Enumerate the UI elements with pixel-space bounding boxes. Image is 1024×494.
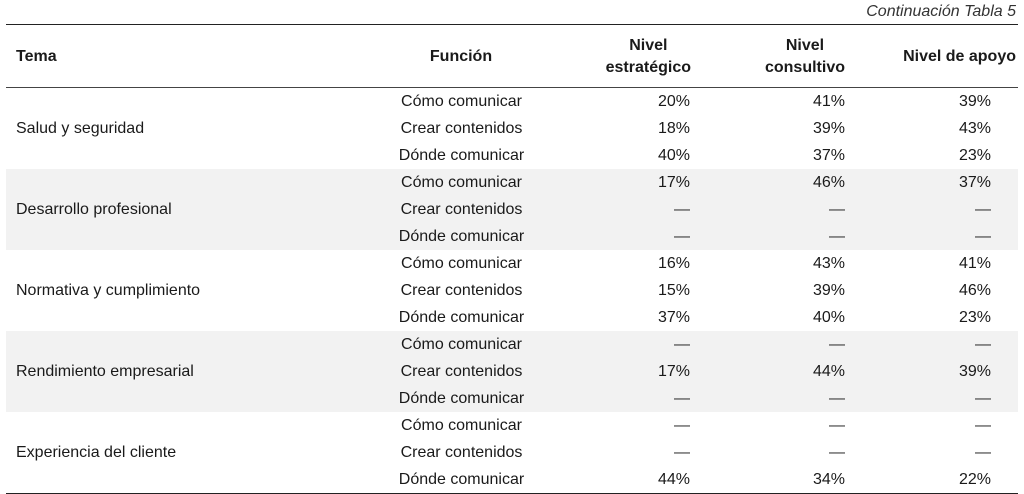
cell-nivel-estrategico: 37% (657, 309, 690, 326)
cell-nivel-consultivo: 39% (812, 120, 845, 137)
data-table: Tema Función Nivel estratégico Nivel con… (6, 24, 1018, 494)
table-group: Salud y seguridad Cómo comunicar 20% 41% 39%… (6, 88, 1018, 169)
cell-funcion: Dónde comunicar (398, 309, 525, 326)
cell-nivel-estrategico: — (674, 201, 690, 218)
cell-funcion: Dónde comunicar (398, 228, 525, 245)
cell-nivel-apoyo: — (975, 228, 991, 245)
table-header: Tema Función Nivel estratégico Nivel con… (6, 25, 1018, 88)
table-group: Normativa y cumplimiento Cómo comunicar 16… (6, 250, 1018, 331)
cell-nivel-apoyo: — (975, 444, 991, 461)
cell-nivel-consultivo: 40% (812, 309, 845, 326)
cell-funcion: Dónde comunicar (398, 390, 525, 407)
cell-nivel-apoyo: 39% (958, 363, 991, 380)
cell-funcion: Cómo comunicar (401, 336, 522, 353)
cell-nivel-estrategico: — (674, 417, 690, 434)
cell-nivel-apoyo: — (975, 336, 991, 353)
cell-nivel-consultivo: 39% (812, 282, 845, 299)
group-tema: Desarrollo profesional (16, 200, 172, 218)
header-tema: Tema (16, 48, 57, 65)
cell-funcion: Crear contenidos (400, 444, 523, 461)
cell-nivel-apoyo: 41% (958, 255, 991, 272)
cell-nivel-estrategico: — (674, 444, 690, 461)
table-row: Crear contenidos 18% 39% 43% (6, 115, 1018, 142)
cell-nivel-consultivo: — (829, 390, 845, 407)
cell-funcion: Crear contenidos (400, 201, 523, 218)
cell-nivel-consultivo: — (829, 201, 845, 218)
header-nivel-consultivo-line1: Nivel (785, 37, 825, 54)
cell-nivel-consultivo: 46% (812, 174, 845, 191)
table-row: Dónde comunicar 40% 37% 23% (6, 142, 1018, 169)
cell-nivel-consultivo: 37% (812, 147, 845, 164)
cell-nivel-estrategico: — (674, 228, 690, 245)
table-row: Dónde comunicar 37% 40% 23% (6, 304, 1018, 331)
header-nivel-estrategico: Nivel estratégico (606, 35, 691, 79)
cell-funcion: Crear contenidos (400, 363, 523, 380)
table-caption: Continuación Tabla 5 (866, 3, 1016, 20)
table-row: Dónde comunicar — — — (6, 223, 1018, 250)
cell-funcion: Cómo comunicar (401, 255, 522, 272)
group-tema: Salud y seguridad (16, 119, 145, 137)
table-row: Crear contenidos — — — (6, 196, 1018, 223)
table-body: Salud y seguridad Cómo comunicar 20% 41% 39%… (6, 88, 1018, 493)
cell-funcion: Crear contenidos (400, 282, 523, 299)
cell-nivel-consultivo: 44% (812, 363, 845, 380)
table-row: Cómo comunicar — — — (6, 412, 1018, 439)
cell-nivel-apoyo: — (975, 390, 991, 407)
cell-nivel-estrategico: — (674, 336, 690, 353)
cell-nivel-apoyo: 22% (958, 471, 991, 488)
cell-nivel-apoyo: — (975, 201, 991, 218)
cell-nivel-consultivo: — (829, 336, 845, 353)
cell-nivel-estrategico: 20% (657, 93, 690, 110)
cell-nivel-consultivo: 41% (812, 93, 845, 110)
cell-nivel-consultivo: — (829, 417, 845, 434)
table-group: Rendimiento empresarial Cómo comunicar — — —… (6, 331, 1018, 412)
cell-nivel-apoyo: 43% (958, 120, 991, 137)
header-nivel-apoyo: Nivel de apoyo (903, 48, 1016, 65)
cell-funcion: Crear contenidos (400, 120, 523, 137)
header-funcion: Función (429, 48, 493, 65)
table-row: Dónde comunicar 44% 34% 22% (6, 466, 1018, 493)
cell-nivel-estrategico: 40% (657, 147, 690, 164)
cell-nivel-apoyo: 23% (958, 309, 991, 326)
table-row: Cómo comunicar 20% 41% 39% (6, 88, 1018, 115)
table-row: Crear contenidos 17% 44% 39% (6, 358, 1018, 385)
cell-nivel-apoyo: 39% (958, 93, 991, 110)
cell-nivel-apoyo: 37% (958, 174, 991, 191)
cell-nivel-consultivo: 34% (812, 471, 845, 488)
table-row: Dónde comunicar — — — (6, 385, 1018, 412)
table-group: Desarrollo profesional Cómo comunicar 17% 4… (6, 169, 1018, 250)
cell-nivel-consultivo: — (829, 228, 845, 245)
table-row: Cómo comunicar 17% 46% 37% (6, 169, 1018, 196)
header-nivel-estrategico-line1: Nivel (629, 37, 668, 54)
cell-nivel-consultivo: 43% (812, 255, 845, 272)
table-row: Cómo comunicar — — — (6, 331, 1018, 358)
group-tema: Experiencia del cliente (16, 443, 177, 461)
cell-nivel-estrategico: 17% (657, 174, 690, 191)
cell-nivel-estrategico: 17% (657, 363, 690, 380)
cell-funcion: Cómo comunicar (401, 174, 522, 191)
cell-funcion: Cómo comunicar (401, 417, 522, 434)
table-row: Crear contenidos — — — (6, 439, 1018, 466)
cell-nivel-apoyo: 46% (958, 282, 991, 299)
header-nivel-consultivo-line2: consultivo (764, 59, 845, 76)
cell-funcion: Dónde comunicar (398, 147, 525, 164)
cell-nivel-estrategico: 15% (657, 282, 690, 299)
header-nivel-estrategico-line2: estratégico (605, 59, 691, 76)
cell-funcion: Cómo comunicar (401, 93, 522, 110)
cell-funcion: Dónde comunicar (398, 471, 525, 488)
table-row: Cómo comunicar 16% 43% 41% (6, 250, 1018, 277)
cell-nivel-apoyo: 23% (958, 147, 991, 164)
cell-nivel-consultivo: — (829, 444, 845, 461)
table-row: Crear contenidos 15% 39% 46% (6, 277, 1018, 304)
cell-nivel-estrategico: 44% (657, 471, 690, 488)
cell-nivel-estrategico: 18% (657, 120, 690, 137)
cell-nivel-estrategico: 16% (657, 255, 690, 272)
header-nivel-consultivo: Nivel consultivo (765, 35, 845, 79)
cell-nivel-estrategico: — (674, 390, 690, 407)
table-group: Experiencia del cliente Cómo comunicar — — —… (6, 412, 1018, 493)
group-tema: Rendimiento empresarial (16, 362, 194, 380)
group-tema: Normativa y cumplimiento (16, 281, 201, 299)
cell-nivel-apoyo: — (975, 417, 991, 434)
